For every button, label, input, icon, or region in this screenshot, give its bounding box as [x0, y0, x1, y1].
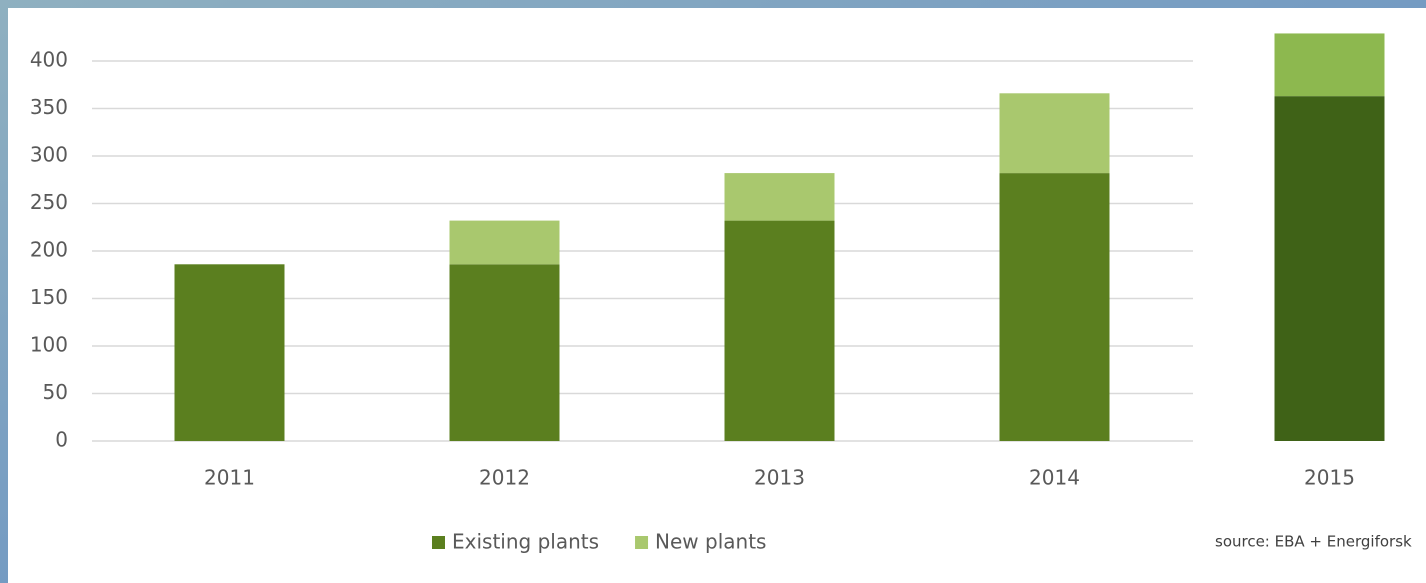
legend-swatch: [432, 536, 445, 549]
x-tick-label: 2011: [204, 466, 255, 490]
y-tick-label: 400: [30, 48, 68, 72]
x-tick-label: 2014: [1029, 466, 1080, 490]
bar-segment: [724, 173, 835, 221]
bar-segment: [724, 220, 835, 441]
bar-segment: [449, 220, 560, 265]
y-tick-label: 0: [55, 428, 68, 452]
bar-segment: [174, 264, 285, 441]
y-tick-label: 100: [30, 333, 68, 357]
bar-segment: [999, 93, 1110, 174]
x-tick-label: 2013: [754, 466, 805, 490]
x-tick-label: 2015: [1304, 466, 1355, 490]
y-tick-label: 250: [30, 190, 68, 214]
legend-label: New plants: [655, 530, 766, 554]
source-note: source: EBA + Energiforsk: [1215, 533, 1412, 551]
x-tick-label: 2012: [479, 466, 530, 490]
bar-segment: [1274, 33, 1385, 97]
legend-swatch: [635, 536, 649, 549]
y-tick-label: 50: [43, 380, 68, 404]
bar-segment: [999, 173, 1110, 441]
legend: Existing plants New plants: [432, 530, 766, 554]
bar-segment: [449, 264, 560, 441]
legend-label: Existing plants: [452, 530, 599, 554]
y-tick-label: 150: [30, 285, 68, 309]
y-tick-label: 300: [30, 143, 68, 167]
bar-segment: [1274, 96, 1385, 442]
y-tick-label: 200: [30, 238, 68, 262]
y-tick-label: 350: [30, 95, 68, 119]
